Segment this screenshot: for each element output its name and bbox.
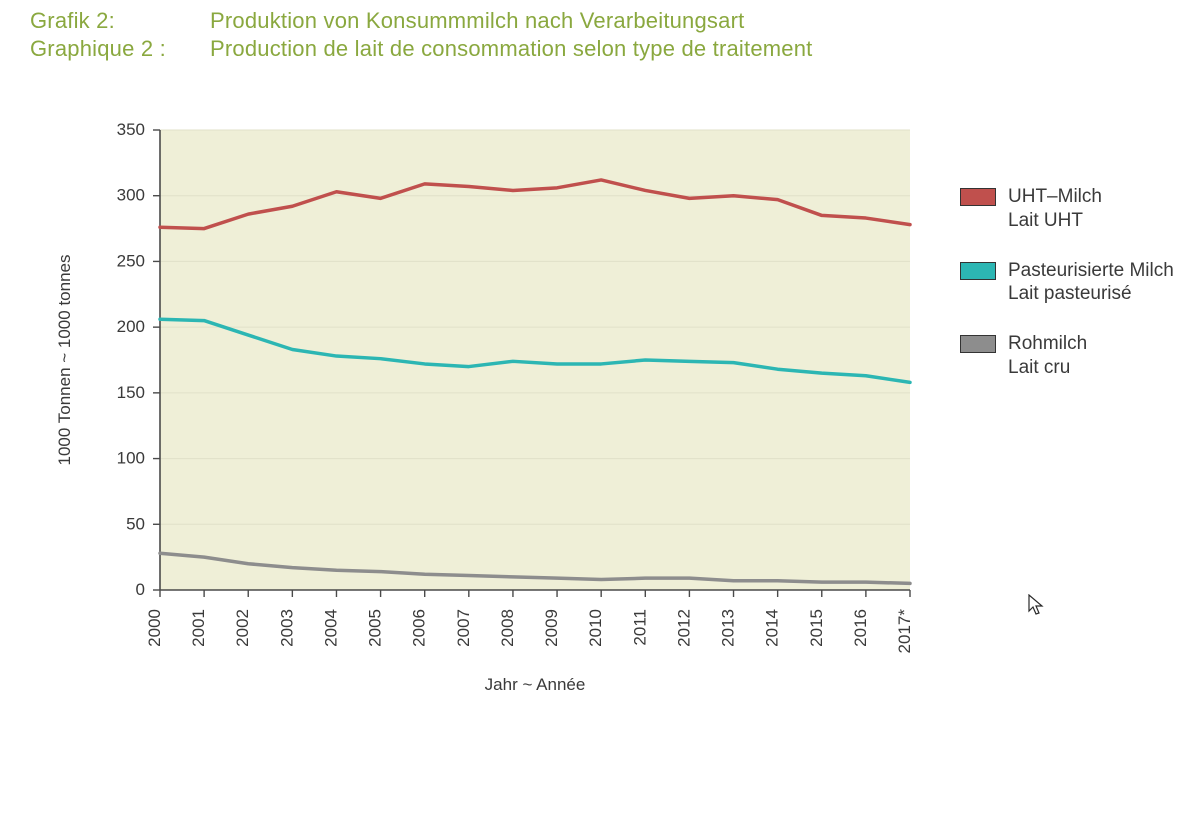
svg-text:2017*: 2017* xyxy=(895,609,914,654)
svg-text:2008: 2008 xyxy=(498,609,517,647)
svg-text:100: 100 xyxy=(117,449,145,468)
page: Grafik 2: Produktion von Konsummmilch na… xyxy=(0,0,1200,821)
cursor-icon xyxy=(1028,594,1046,616)
svg-text:2006: 2006 xyxy=(410,609,429,647)
svg-text:2015: 2015 xyxy=(807,609,826,647)
svg-text:150: 150 xyxy=(117,383,145,402)
title-label-fr: Graphique 2 : xyxy=(30,36,210,62)
svg-text:50: 50 xyxy=(126,514,145,533)
svg-text:2013: 2013 xyxy=(719,609,738,647)
chart-container: 0 50 100 150 200 250 300 350 2000 2001 2002 2003 200… xyxy=(30,100,940,725)
svg-text:2014: 2014 xyxy=(763,609,782,647)
svg-text:0: 0 xyxy=(136,580,145,599)
svg-text:250: 250 xyxy=(117,251,145,270)
title-row-fr: Graphique 2 : Production de lait de cons… xyxy=(30,36,812,62)
svg-text:1000 Tonnen ~ 1000 tonnes: 1000 Tonnen ~ 1000 tonnes xyxy=(55,255,74,466)
svg-text:2004: 2004 xyxy=(321,609,340,647)
svg-text:300: 300 xyxy=(117,186,145,205)
svg-text:200: 200 xyxy=(117,317,145,336)
chart-titles: Grafik 2: Produktion von Konsummmilch na… xyxy=(30,8,812,64)
svg-text:Jahr ~ Année: Jahr ~ Année xyxy=(485,675,586,694)
svg-text:2000: 2000 xyxy=(145,609,164,647)
svg-text:2011: 2011 xyxy=(630,609,649,646)
legend-swatch xyxy=(960,335,996,353)
legend-item: UHT–Milch Lait UHT xyxy=(960,185,1174,233)
svg-text:350: 350 xyxy=(117,120,145,139)
legend-item: Rohmilch Lait cru xyxy=(960,332,1174,380)
legend: UHT–Milch Lait UHT Pasteurisierte Milch L… xyxy=(960,185,1174,406)
svg-text:2001: 2001 xyxy=(189,609,208,647)
legend-swatch xyxy=(960,262,996,280)
title-row-de: Grafik 2: Produktion von Konsummmilch na… xyxy=(30,8,812,34)
legend-label: Pasteurisierte Milch Lait pasteurisé xyxy=(1008,259,1174,307)
svg-text:2005: 2005 xyxy=(366,609,385,647)
title-text-de: Produktion von Konsummmilch nach Verarbe… xyxy=(210,8,744,34)
title-text-fr: Production de lait de consommation selon… xyxy=(210,36,812,62)
svg-text:2002: 2002 xyxy=(233,609,252,647)
svg-text:2012: 2012 xyxy=(674,609,693,647)
legend-label: Rohmilch Lait cru xyxy=(1008,332,1087,380)
legend-label: UHT–Milch Lait UHT xyxy=(1008,185,1102,233)
svg-text:2010: 2010 xyxy=(586,609,605,647)
legend-swatch xyxy=(960,188,996,206)
svg-text:2009: 2009 xyxy=(542,609,561,647)
legend-item: Pasteurisierte Milch Lait pasteurisé xyxy=(960,259,1174,307)
title-label-de: Grafik 2: xyxy=(30,8,210,34)
svg-text:2003: 2003 xyxy=(277,609,296,647)
svg-text:2016: 2016 xyxy=(851,609,870,647)
line-chart: 0 50 100 150 200 250 300 350 2000 2001 2002 2003 200… xyxy=(30,100,940,720)
svg-text:2007: 2007 xyxy=(454,609,473,647)
